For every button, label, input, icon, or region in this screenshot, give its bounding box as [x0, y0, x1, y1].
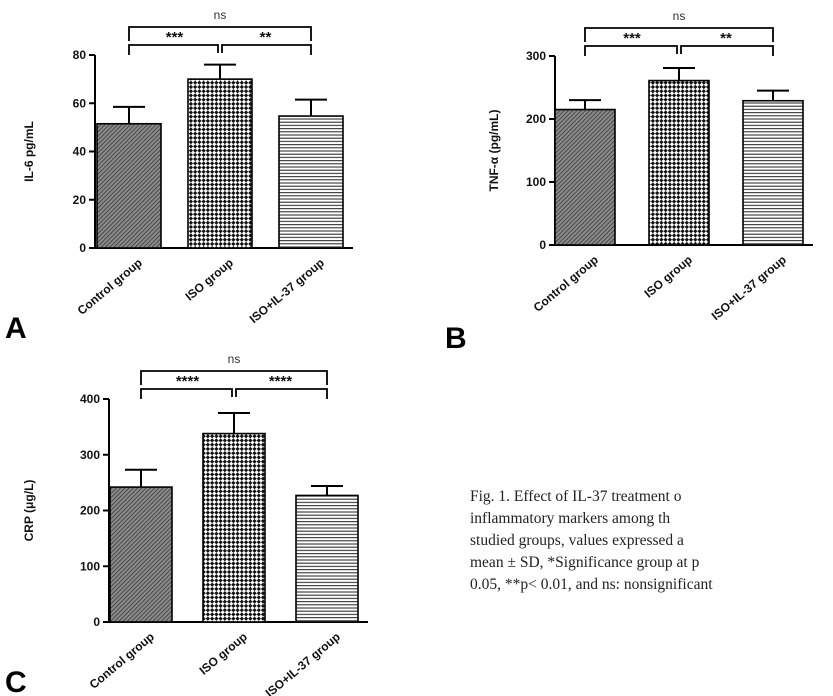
- bar: [278, 115, 344, 249]
- y-tick-label: 20: [73, 193, 87, 207]
- x-tick-label: Control group: [75, 256, 145, 318]
- caption-line: inflammatory markers among th: [470, 510, 671, 527]
- y-tick-label: 100: [526, 175, 546, 189]
- y-tick-label: 200: [526, 112, 546, 126]
- panel-b: 0 100 200 300 TNF-α (pg/mL) Control group ISO …: [445, 0, 833, 355]
- bar: [295, 494, 359, 623]
- y-tick-label: 300: [526, 49, 546, 63]
- figure-caption: Fig. 1. Effect of IL-37 treatment o infl…: [470, 486, 826, 596]
- bar: [96, 122, 162, 249]
- significance-bracket-1: [128, 44, 219, 55]
- y-tick-label: 200: [80, 504, 100, 518]
- bar: [202, 432, 266, 623]
- significance-bracket-overall-label: ns: [228, 352, 241, 366]
- y-axis-label: IL-6 pg/mL: [22, 121, 36, 182]
- y-tick-label: 0: [93, 615, 100, 629]
- bar: [554, 108, 616, 246]
- panel-letter: C: [5, 666, 27, 696]
- caption-line: Fig. 1. Effect of IL-37 treatment o: [470, 488, 682, 505]
- significance-label-1: ***: [623, 30, 641, 47]
- x-tick-label: ISO+IL-37 group: [709, 253, 789, 324]
- significance-label-2: **: [720, 30, 732, 47]
- significance-bracket-2: [680, 45, 774, 56]
- bar: [648, 79, 710, 246]
- panel-a: 0 20 40 60 80 IL-6 pg/mL Control group ISO grou…: [0, 0, 380, 348]
- panel-letter: B: [445, 322, 467, 355]
- chart-a: 0 20 40 60 80 IL-6 pg/mL Control group ISO grou…: [5, 8, 353, 345]
- x-tick-label: ISO group: [196, 630, 249, 678]
- x-tick-label: ISO+IL-37 group: [247, 256, 327, 327]
- significance-bracket-2: [221, 44, 312, 55]
- significance-bracket-overall: [128, 26, 312, 41]
- significance-bracket-overall-label: ns: [214, 8, 227, 22]
- significance-label-1: ****: [176, 373, 200, 390]
- caption-line: 0.05, **p< 0.01, and ns: nonsignificant: [470, 576, 713, 593]
- y-axis-label: TNF-α (pg/mL): [487, 109, 501, 191]
- significance-label-2: **: [260, 29, 272, 46]
- significance-label-2: ****: [269, 373, 293, 390]
- y-tick-label: 0: [539, 238, 546, 252]
- chart-b: 0 100 200 300 TNF-α (pg/mL) Control group ISO …: [445, 9, 813, 355]
- x-tick-label: ISO group: [641, 253, 694, 301]
- significance-bracket-1: [140, 388, 233, 399]
- y-tick-label: 300: [80, 448, 100, 462]
- y-tick-label: 400: [80, 392, 100, 406]
- bar: [109, 486, 173, 623]
- y-axis-label: CRP (μg/L): [22, 480, 36, 542]
- y-tick-label: 0: [79, 241, 86, 255]
- bar: [187, 78, 253, 249]
- caption-line: mean ± SD, *Significance group at p: [470, 554, 700, 571]
- y-tick-label: 80: [73, 48, 87, 62]
- caption-line: studied groups, values expressed a: [470, 532, 684, 549]
- significance-label-1: ***: [166, 29, 184, 46]
- x-tick-label: ISO+IL-37 group: [263, 630, 343, 696]
- chart-c: 0 100 200 300 400 CRP (μg/L) Control group ISO …: [5, 352, 368, 696]
- significance-bracket-1: [584, 45, 678, 56]
- significance-bracket-2: [235, 388, 328, 399]
- y-tick-label: 40: [73, 145, 87, 159]
- bar: [742, 99, 804, 246]
- x-tick-label: Control group: [531, 253, 601, 315]
- panel-letter: A: [5, 312, 27, 345]
- significance-bracket-overall: [584, 27, 774, 42]
- x-tick-label: ISO group: [182, 256, 235, 304]
- panel-c: 0 100 200 300 400 CRP (μg/L) Control group ISO …: [0, 345, 410, 696]
- x-tick-label: Control group: [87, 630, 157, 692]
- y-tick-label: 60: [73, 96, 87, 110]
- significance-bracket-overall-label: ns: [673, 9, 686, 23]
- y-tick-label: 100: [80, 559, 100, 573]
- significance-bracket-overall: [140, 370, 328, 385]
